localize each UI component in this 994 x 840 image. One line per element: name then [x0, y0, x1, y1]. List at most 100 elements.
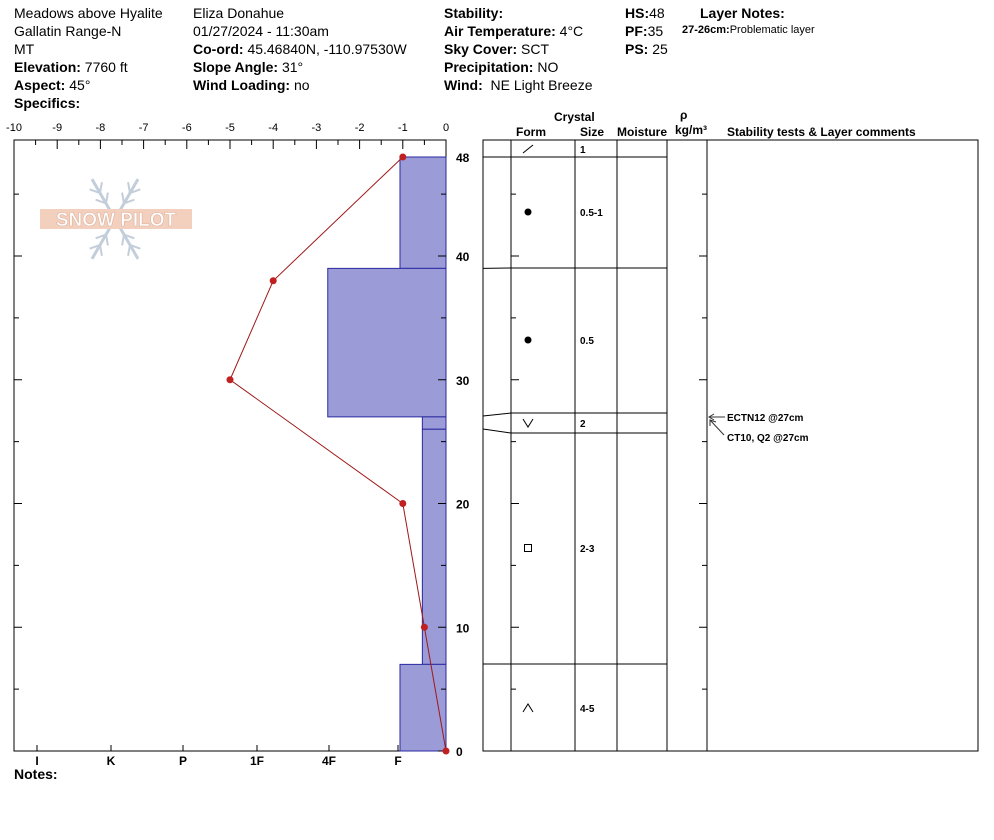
temp-tick-label: -7 — [139, 122, 149, 134]
layer-note-range: 27-26cm: — [682, 24, 730, 36]
temp-tick-label: -3 — [312, 122, 322, 134]
hardness-tick-label: 4F — [322, 754, 336, 768]
temperature-point — [399, 500, 407, 507]
logo-flake-branch — [127, 182, 131, 194]
height-tick-label: 48 — [456, 151, 470, 165]
crystal-size-label: 4-5 — [580, 704, 595, 715]
wind-value: NE Light Breeze — [490, 77, 593, 93]
logo-flake-branch — [121, 234, 125, 246]
hardness-tick-label: K — [107, 754, 116, 768]
ps-label: PS: — [625, 41, 649, 57]
wind-field: Wind: NE Light Breeze — [444, 76, 592, 94]
sky-cover-field: Sky Cover: SCT — [444, 40, 549, 58]
crystal-form-icon — [522, 703, 534, 713]
layer-notes-label: Layer Notes: — [700, 5, 785, 21]
logo-flake-branch — [123, 233, 135, 240]
temperature-point — [442, 747, 450, 755]
sky-label: Sky Cover: — [444, 41, 518, 57]
slope-value: 31° — [281, 59, 304, 75]
stability-test-label: CT10, Q2 @27cm — [727, 433, 809, 444]
pf-value: 35 — [647, 23, 664, 39]
stability-label: Stability: — [444, 5, 504, 21]
temperature-line — [229, 156, 447, 752]
ps-field: PS: 25 — [625, 40, 668, 58]
observation-datetime: 01/27/2024 - 11:30am — [193, 23, 329, 39]
moisture-header: Moisture — [617, 125, 668, 139]
hardness-bar — [421, 416, 447, 430]
crystal-size-label: 1 — [580, 145, 586, 156]
precip-value: NO — [537, 59, 559, 75]
temp-tick-label: 0 — [443, 122, 449, 134]
logo-flake-branch — [99, 244, 103, 256]
air-temp-value: 4°C — [559, 23, 584, 39]
comments-header: Stability tests & Layer comments — [727, 125, 916, 139]
logo-flake-branch — [105, 234, 109, 246]
slope-field: Slope Angle: 31° — [193, 58, 303, 76]
coord-value: 45.46840N, -110.97530W — [247, 41, 407, 57]
observer-name: Eliza Donahue — [193, 5, 285, 21]
temp-tick-label: -6 — [182, 122, 192, 134]
wind-loading-value: no — [293, 77, 310, 93]
aspect-label: Aspect: — [14, 77, 66, 93]
temp-tick-label: -5 — [225, 122, 235, 134]
row-connector — [482, 428, 512, 434]
temp-tick-label: -10 — [6, 122, 22, 134]
logo-flake-branch — [127, 244, 131, 256]
crystal-form-icon — [524, 336, 532, 344]
hs-value: 48 — [649, 5, 665, 21]
logo-flake-branch — [121, 192, 125, 204]
pf-field: PF:35 — [625, 22, 663, 40]
height-tick-label: 10 — [456, 621, 470, 635]
wind-loading-field: Wind Loading: no — [193, 76, 310, 94]
air-temp-label: Air Temperature: — [444, 23, 556, 39]
form-header: Form — [516, 125, 546, 139]
crystal-form-icon — [522, 418, 534, 428]
hardness-tick-label: 1F — [250, 754, 264, 768]
elevation-field: Elevation: 7760 ft — [14, 58, 128, 76]
wind-label: Wind: — [444, 77, 483, 93]
table-frame — [482, 139, 979, 752]
precipitation-field: Precipitation: NO — [444, 58, 558, 76]
snowpilot-logo: SNOW PILOT — [40, 178, 192, 260]
temperature-point — [226, 376, 234, 384]
hs-label: HS: — [625, 5, 650, 21]
temperature-point — [399, 153, 407, 161]
temp-tick-label: -2 — [355, 122, 365, 134]
density-unit: kg/m³ — [675, 123, 708, 137]
range-name: Gallatin Range-N — [14, 23, 122, 39]
hardness-tick-label: I — [35, 754, 38, 768]
elevation-value: 7760 ft — [84, 59, 128, 75]
location-name: Meadows above Hyalite — [14, 5, 163, 21]
coordinates-field: Co-ord: 45.46840N, -110.97530W — [193, 40, 407, 58]
stability-test-arrowhead — [709, 419, 717, 426]
hardness-bar — [327, 267, 447, 418]
stability-test-arrowhead — [708, 413, 715, 421]
ps-value: 25 — [652, 41, 668, 57]
logo-text: SNOW PILOT — [56, 210, 177, 231]
crystal-form-icon — [524, 544, 532, 552]
height-tick-label: 0 — [456, 745, 463, 759]
layer-note: 27-26cm:Problematic layer — [682, 24, 815, 36]
aspect-field: Aspect: 45° — [14, 76, 90, 94]
temperature-point — [420, 623, 428, 631]
crystal-form-icon — [522, 144, 534, 154]
stability-test-arrow — [709, 419, 725, 436]
notes-label: Notes: — [14, 766, 58, 782]
logo-banner — [40, 209, 192, 229]
aspect-value: 45° — [69, 77, 91, 93]
logo-flake-branch — [129, 244, 141, 250]
temp-tick-label: -4 — [268, 122, 278, 134]
specifics-label: Specifics: — [14, 95, 81, 111]
coord-label: Co-ord: — [193, 41, 244, 57]
plot-frame — [13, 139, 447, 752]
stability-test-label: ECTN12 @27cm — [727, 413, 804, 424]
logo-flake-branch — [105, 192, 109, 204]
hardness-bar — [399, 663, 447, 752]
wind-loading-label: Wind Loading: — [193, 77, 291, 93]
crystal-form-icon — [524, 208, 532, 216]
temp-tick-label: -1 — [398, 122, 408, 134]
slope-label: Slope Angle: — [193, 59, 279, 75]
crystal-header: Crystal — [554, 110, 595, 124]
logo-flake-branch — [129, 188, 141, 194]
